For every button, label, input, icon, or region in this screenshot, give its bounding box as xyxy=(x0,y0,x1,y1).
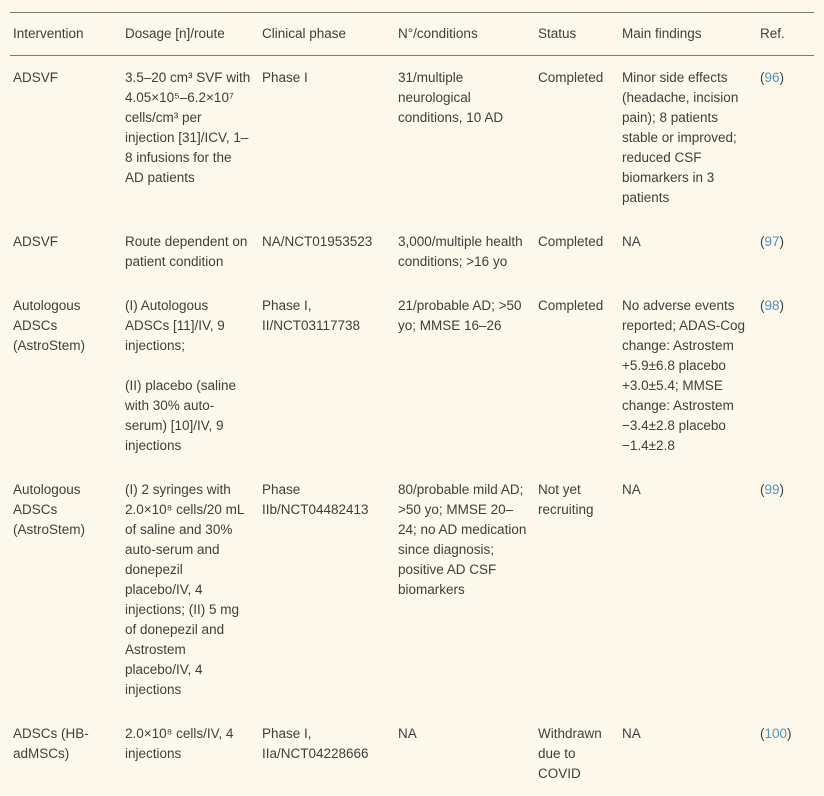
ref-link[interactable]: 98 xyxy=(764,298,780,313)
cell-conditions: 31/multiple neurological conditions, 10 … xyxy=(398,70,504,125)
cell-ref: (98) xyxy=(757,284,814,468)
cell-dosage: 2.0×10⁸ cells/IV, 4 injections xyxy=(122,712,259,796)
clinical-trials-table-container: Intervention Dosage [n]/route Clinical p… xyxy=(10,12,814,796)
ref-paren-open: ( xyxy=(760,726,765,741)
cell-conditions: NA xyxy=(398,726,417,741)
cell-main-findings: NA xyxy=(622,482,641,497)
cell-status: Completed xyxy=(538,70,604,85)
cell-conditions: 80/probable mild AD; >50 yo; MMSE 20–24;… xyxy=(398,482,527,597)
cell-dosage: 3.5–20 cm³ SVF with 4.05×10⁵–6.2×10⁷ cel… xyxy=(122,56,259,221)
ref-paren-open: ( xyxy=(760,482,765,497)
ref-paren-close: ) xyxy=(779,482,785,497)
cell-main-findings: NA xyxy=(622,726,641,741)
ref-paren-close: ) xyxy=(787,726,792,741)
dosage-paragraph: 3.5–20 cm³ SVF with 4.05×10⁵–6.2×10⁷ cel… xyxy=(125,70,251,185)
clinical-trials-table: Intervention Dosage [n]/route Clinical p… xyxy=(10,12,814,796)
column-header-dosage: Dosage [n]/route xyxy=(122,12,259,56)
column-header-conditions: N°/conditions xyxy=(395,12,535,56)
cell-status: Withdrawn due to COVID xyxy=(538,726,602,781)
cell-clinical-phase: Phase I xyxy=(262,70,308,85)
column-header-ref: Ref. xyxy=(757,12,814,56)
cell-clinical-phase: Phase I, IIa/NCT04228666 xyxy=(262,726,369,761)
cell-status: Completed xyxy=(538,298,604,313)
cell-main-findings: Minor side effects (headache, incision p… xyxy=(622,70,739,205)
cell-clinical-phase: NA/NCT01953523 xyxy=(262,234,373,249)
cell-ref: (97) xyxy=(757,220,814,284)
dosage-paragraph: (I) Autologous ADSCs [11]/IV, 9 injectio… xyxy=(125,298,225,353)
ref-paren-open: ( xyxy=(760,298,765,313)
ref-paren-close: ) xyxy=(779,298,785,313)
table-header: Intervention Dosage [n]/route Clinical p… xyxy=(10,12,814,56)
column-header-intervention: Intervention xyxy=(10,12,122,56)
ref-paren-close: ) xyxy=(779,234,785,249)
cell-intervention: Autologous ADSCs (AstroStem) xyxy=(13,298,86,353)
column-header-clinical-phase: Clinical phase xyxy=(259,12,395,56)
dosage-paragraph: (II) placebo (saline with 30% auto-serum… xyxy=(125,378,237,453)
cell-main-findings: No adverse events reported; ADAS-Cog cha… xyxy=(622,298,746,453)
dosage-paragraph: (I) 2 syringes with 2.0×10⁸ cells/20 mL … xyxy=(125,482,244,697)
cell-intervention: ADSCs (HB-adMSCs) xyxy=(13,726,89,761)
table-row: Autologous ADSCs (AstroStem) (I) Autolog… xyxy=(10,284,814,468)
cell-clinical-phase: Phase I, II/NCT03117738 xyxy=(262,298,361,333)
ref-link[interactable]: 100 xyxy=(764,726,788,741)
cell-conditions: 21/probable AD; >50 yo; MMSE 16–26 xyxy=(398,298,522,333)
ref-link[interactable]: 97 xyxy=(764,234,780,249)
cell-conditions: 3,000/multiple health conditions; >16 yo xyxy=(398,234,523,269)
cell-status: Completed xyxy=(538,234,604,249)
table-row: ADSVF 3.5–20 cm³ SVF with 4.05×10⁵–6.2×1… xyxy=(10,56,814,221)
ref-link[interactable]: 99 xyxy=(764,482,780,497)
cell-ref: (96) xyxy=(757,56,814,221)
cell-dosage: (I) 2 syringes with 2.0×10⁸ cells/20 mL … xyxy=(122,468,259,712)
cell-intervention: ADSVF xyxy=(13,234,59,249)
table-row: ADSCs (HB-adMSCs) 2.0×10⁸ cells/IV, 4 in… xyxy=(10,712,814,796)
dosage-paragraph: Route dependent on patient condition xyxy=(125,234,248,269)
cell-ref: (99) xyxy=(757,468,814,712)
ref-paren-open: ( xyxy=(760,234,765,249)
ref-paren-open: ( xyxy=(760,70,765,85)
cell-intervention: Autologous ADSCs (AstroStem) xyxy=(13,482,86,537)
cell-main-findings: NA xyxy=(622,234,641,249)
table-row: ADSVF Route dependent on patient conditi… xyxy=(10,220,814,284)
column-header-status: Status xyxy=(535,12,619,56)
ref-link[interactable]: 96 xyxy=(764,70,780,85)
cell-clinical-phase: Phase IIb/NCT04482413 xyxy=(262,482,369,517)
cell-intervention: ADSVF xyxy=(13,70,59,85)
header-row: Intervention Dosage [n]/route Clinical p… xyxy=(10,12,814,56)
cell-dosage: Route dependent on patient condition xyxy=(122,220,259,284)
dosage-paragraph: 2.0×10⁸ cells/IV, 4 injections xyxy=(125,726,234,761)
column-header-main-findings: Main findings xyxy=(619,12,757,56)
table-row: Autologous ADSCs (AstroStem) (I) 2 syrin… xyxy=(10,468,814,712)
cell-ref: (100) xyxy=(757,712,814,796)
ref-paren-close: ) xyxy=(779,70,785,85)
cell-status: Not yet recruiting xyxy=(538,482,594,517)
cell-dosage: (I) Autologous ADSCs [11]/IV, 9 injectio… xyxy=(122,284,259,468)
